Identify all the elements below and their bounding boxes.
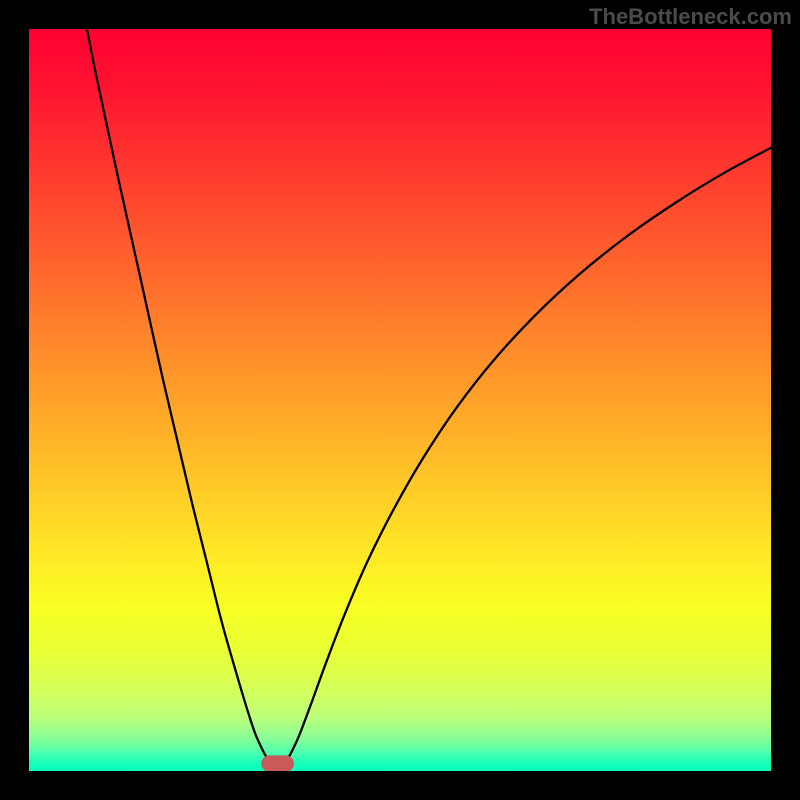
watermark-label: TheBottleneck.com bbox=[589, 4, 792, 30]
outer-frame: TheBottleneck.com bbox=[0, 0, 800, 800]
optimal-point-marker bbox=[261, 755, 294, 771]
chart-background bbox=[29, 29, 771, 771]
chart-svg bbox=[29, 29, 771, 771]
plot-area bbox=[29, 29, 771, 771]
